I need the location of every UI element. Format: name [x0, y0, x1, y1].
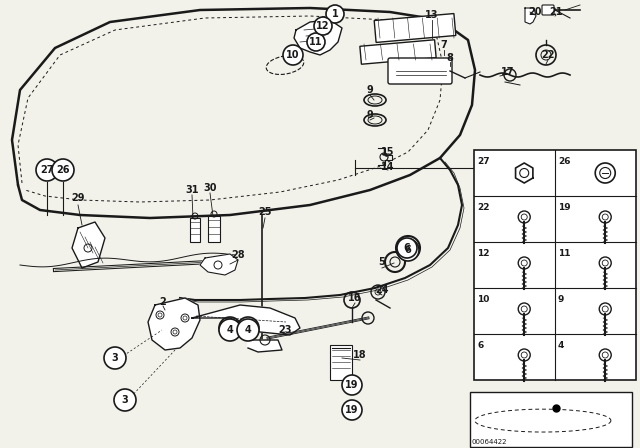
Circle shape [104, 347, 126, 369]
Text: 19: 19 [345, 405, 359, 415]
Text: 12: 12 [316, 21, 330, 31]
Text: 9: 9 [367, 110, 373, 120]
Text: 15: 15 [381, 147, 395, 157]
Circle shape [307, 33, 325, 51]
Circle shape [237, 319, 259, 341]
FancyBboxPatch shape [542, 5, 554, 15]
Text: 31: 31 [185, 185, 199, 195]
Polygon shape [200, 254, 238, 275]
Circle shape [114, 389, 136, 411]
Circle shape [326, 5, 344, 23]
Text: 22: 22 [477, 203, 490, 212]
Text: 14: 14 [381, 162, 395, 172]
Text: 3: 3 [111, 353, 118, 363]
Circle shape [342, 400, 362, 420]
Circle shape [219, 319, 241, 341]
Text: 00064422: 00064422 [472, 439, 508, 445]
Circle shape [397, 239, 419, 261]
Text: 18: 18 [353, 350, 367, 360]
Text: 6: 6 [404, 243, 410, 253]
Text: 8: 8 [447, 53, 453, 63]
FancyBboxPatch shape [190, 218, 200, 242]
Text: 10: 10 [286, 50, 300, 60]
FancyBboxPatch shape [208, 216, 220, 242]
Circle shape [342, 375, 362, 395]
Text: 21: 21 [549, 7, 563, 17]
Text: 11: 11 [309, 37, 323, 47]
Polygon shape [374, 13, 456, 43]
Text: 4: 4 [227, 325, 234, 335]
Text: 11: 11 [558, 249, 570, 258]
Polygon shape [516, 163, 533, 183]
FancyBboxPatch shape [470, 392, 632, 447]
Polygon shape [294, 20, 342, 55]
Text: 4: 4 [244, 325, 252, 335]
Text: 20: 20 [528, 7, 541, 17]
Polygon shape [248, 340, 282, 352]
Text: 30: 30 [204, 183, 217, 193]
Text: 10: 10 [477, 295, 490, 304]
Text: 6: 6 [477, 341, 483, 350]
Text: 25: 25 [259, 207, 272, 217]
Text: 19: 19 [345, 380, 359, 390]
Text: 26: 26 [558, 157, 570, 166]
Circle shape [283, 45, 303, 65]
Text: 23: 23 [278, 325, 292, 335]
FancyBboxPatch shape [474, 150, 636, 380]
Text: 13: 13 [425, 10, 439, 20]
Text: 9: 9 [558, 295, 564, 304]
Text: 12: 12 [477, 249, 490, 258]
Circle shape [314, 17, 332, 35]
Text: 6: 6 [404, 245, 412, 255]
Text: 5: 5 [379, 257, 385, 267]
Text: 2: 2 [159, 297, 166, 307]
Text: 17: 17 [501, 67, 515, 77]
Text: 1: 1 [332, 9, 339, 19]
Text: 28: 28 [231, 250, 245, 260]
Text: 7: 7 [440, 40, 447, 50]
Text: 24: 24 [375, 285, 388, 295]
Text: 22: 22 [541, 50, 555, 60]
Text: 16: 16 [348, 293, 362, 303]
Text: 4: 4 [558, 341, 564, 350]
Text: 9: 9 [367, 85, 373, 95]
FancyBboxPatch shape [330, 345, 352, 380]
Text: 29: 29 [71, 193, 84, 203]
Polygon shape [360, 40, 436, 64]
Text: 27: 27 [40, 165, 54, 175]
Text: 3: 3 [122, 395, 129, 405]
Polygon shape [525, 8, 536, 24]
Circle shape [52, 159, 74, 181]
Circle shape [36, 159, 58, 181]
Text: 27: 27 [477, 157, 490, 166]
Text: 19: 19 [558, 203, 571, 212]
Polygon shape [72, 222, 105, 268]
Circle shape [397, 238, 417, 258]
Polygon shape [148, 298, 200, 350]
Text: 26: 26 [56, 165, 70, 175]
Polygon shape [192, 305, 300, 335]
FancyBboxPatch shape [388, 58, 452, 84]
